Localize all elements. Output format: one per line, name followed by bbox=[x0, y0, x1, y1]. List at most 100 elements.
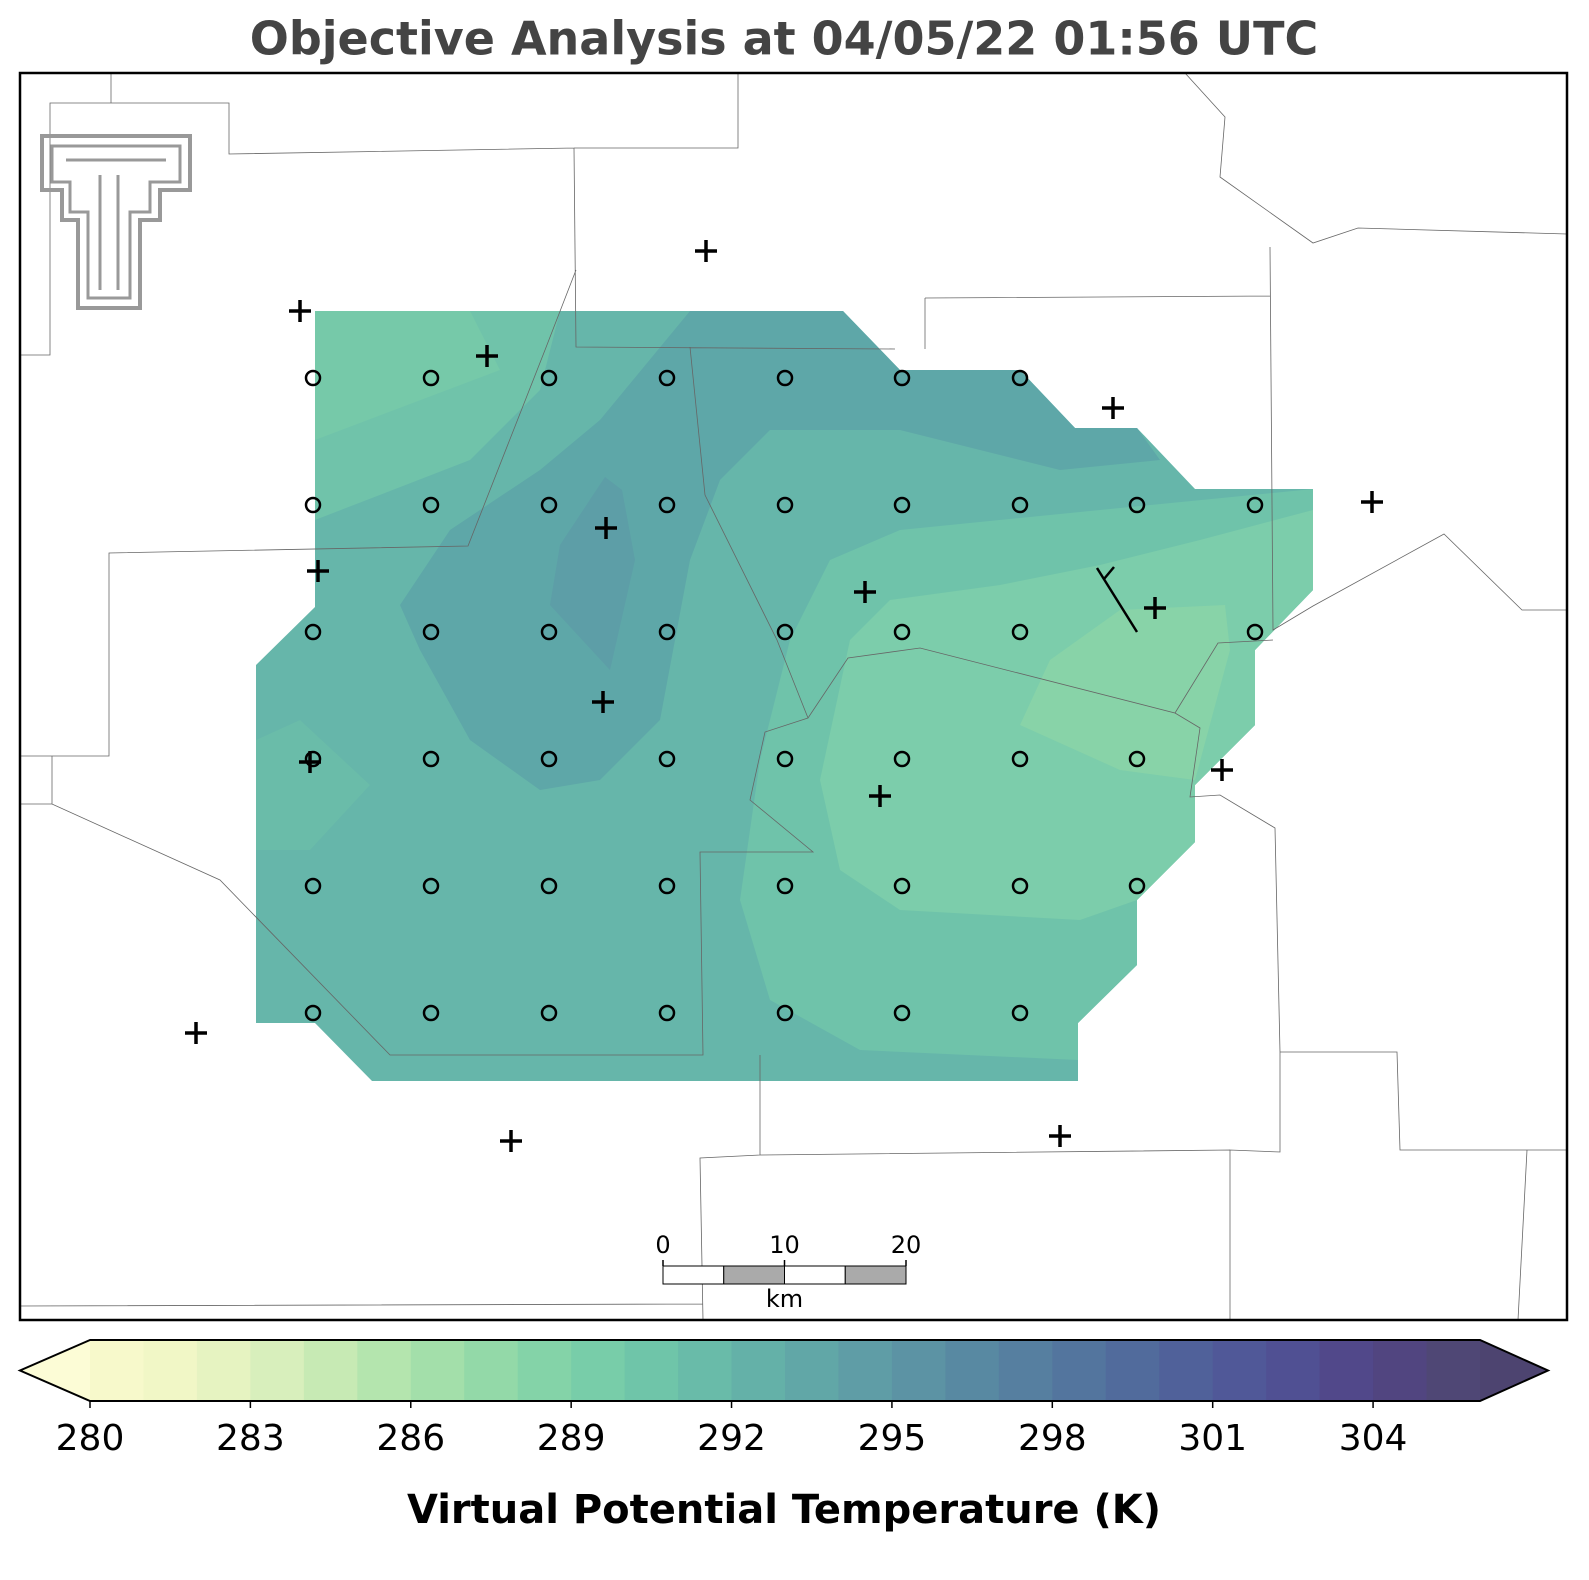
colorbar-segment bbox=[1373, 1340, 1428, 1401]
scale-tick-label: 0 bbox=[655, 1231, 670, 1259]
grid-point bbox=[304, 877, 322, 895]
colorbar-segment bbox=[1319, 1340, 1374, 1401]
grid-point bbox=[1011, 623, 1029, 641]
grid-point bbox=[776, 1004, 794, 1022]
colorbar-segment bbox=[357, 1340, 412, 1401]
colorbar-segment bbox=[90, 1340, 144, 1401]
contour-fill bbox=[400, 311, 1160, 790]
title: Objective Analysis at 04/05/22 01:56 UTC bbox=[250, 12, 1319, 66]
barb-flag bbox=[1103, 566, 1115, 580]
colorbar-segment bbox=[303, 1340, 358, 1401]
colorbar-segment bbox=[838, 1340, 893, 1401]
colorbar-segment bbox=[464, 1340, 519, 1401]
grid-points bbox=[304, 369, 1264, 1022]
grid-point bbox=[304, 623, 322, 641]
county-borders bbox=[19, 72, 1568, 1321]
scale-segment bbox=[784, 1265, 846, 1285]
colorbar-segment bbox=[196, 1340, 251, 1401]
scale-unit: km bbox=[766, 1285, 803, 1313]
grid-point bbox=[422, 496, 440, 514]
colorbar-segment bbox=[678, 1340, 733, 1401]
colorbar-segment bbox=[731, 1340, 786, 1401]
scale-segment bbox=[662, 1265, 725, 1285]
colorbar-segment bbox=[250, 1340, 305, 1401]
border bbox=[19, 72, 1568, 1321]
logo-shape bbox=[40, 134, 192, 310]
grid-point bbox=[422, 623, 440, 641]
colorbar-label: Virtual Potential Temperature (K) bbox=[407, 1487, 1161, 1533]
colorbar-segment bbox=[891, 1340, 946, 1401]
colorbar-tick-label: 295 bbox=[858, 1418, 927, 1459]
contour-fill bbox=[256, 720, 370, 850]
scale-tick-label: 20 bbox=[891, 1231, 922, 1259]
grid-point bbox=[658, 750, 676, 768]
grid-point bbox=[1011, 369, 1029, 387]
grid-point bbox=[422, 1004, 440, 1022]
grid-point bbox=[776, 877, 794, 895]
colorbar-segment bbox=[998, 1340, 1053, 1401]
colorbar-segment bbox=[1052, 1340, 1107, 1401]
grid-point bbox=[304, 369, 322, 387]
logo-shape bbox=[50, 144, 182, 300]
colorbar-segment bbox=[624, 1340, 679, 1401]
scale-tick-label: 10 bbox=[769, 1231, 800, 1259]
contour-fill bbox=[1020, 605, 1230, 780]
grid-point bbox=[893, 877, 911, 895]
contour-fill bbox=[315, 311, 500, 440]
grid-point bbox=[1246, 623, 1264, 641]
colorbar-segment bbox=[410, 1340, 465, 1401]
colorbar-segment bbox=[785, 1340, 839, 1401]
grid-point bbox=[1128, 496, 1146, 514]
grid-point bbox=[422, 877, 440, 895]
grid-point bbox=[1011, 1004, 1029, 1022]
grid-point bbox=[304, 1004, 322, 1022]
grid-point bbox=[540, 496, 558, 514]
colorbar-tick-label: 283 bbox=[216, 1418, 285, 1459]
wind-barb bbox=[1095, 566, 1139, 633]
colorbar-tick-label: 292 bbox=[697, 1418, 766, 1459]
colorbar-extend-under bbox=[20, 1340, 90, 1401]
grid-point bbox=[304, 750, 322, 768]
grid-point bbox=[304, 496, 322, 514]
grid-point bbox=[893, 1004, 911, 1022]
grid-point bbox=[422, 750, 440, 768]
grid-point bbox=[1011, 750, 1029, 768]
analysis-field bbox=[256, 311, 1313, 1081]
grid-point bbox=[658, 369, 676, 387]
contour-fill bbox=[550, 477, 635, 670]
grid-point bbox=[1011, 877, 1029, 895]
colorbar-extend-over bbox=[1480, 1340, 1548, 1401]
colorbar-segment bbox=[1159, 1340, 1214, 1401]
grid-point bbox=[893, 750, 911, 768]
colorbar-segment bbox=[517, 1340, 572, 1401]
colorbar-segment bbox=[143, 1340, 198, 1401]
grid-point bbox=[658, 1004, 676, 1022]
grid-point bbox=[658, 877, 676, 895]
colorbar-segment bbox=[1426, 1340, 1481, 1401]
colorbar-outline bbox=[17, 1339, 1551, 1402]
colorbar-segment bbox=[1212, 1340, 1267, 1401]
grid-point bbox=[776, 750, 794, 768]
colorbar-tick-label: 301 bbox=[1178, 1418, 1247, 1459]
grid-point bbox=[1246, 496, 1264, 514]
grid-point bbox=[893, 369, 911, 387]
grid-point bbox=[1128, 750, 1146, 768]
grid-point bbox=[540, 623, 558, 641]
grid-point bbox=[540, 1004, 558, 1022]
grid-point bbox=[422, 369, 440, 387]
grid-point bbox=[776, 369, 794, 387]
colorbar-segment bbox=[945, 1340, 1000, 1401]
grid-point bbox=[540, 369, 558, 387]
grid-point bbox=[1128, 877, 1146, 895]
logo bbox=[40, 134, 192, 310]
colorbar-tick-label: 304 bbox=[1339, 1418, 1408, 1459]
colorbar-tick-label: 286 bbox=[376, 1418, 445, 1459]
grid-point bbox=[776, 496, 794, 514]
grid-point bbox=[776, 623, 794, 641]
colorbar-tick-label: 298 bbox=[1018, 1418, 1087, 1459]
scale-bar: 0 10 20 km bbox=[655, 1231, 921, 1313]
stations bbox=[185, 240, 1383, 1152]
grid-point bbox=[658, 496, 676, 514]
colorbar-tick-label: 289 bbox=[537, 1418, 606, 1459]
